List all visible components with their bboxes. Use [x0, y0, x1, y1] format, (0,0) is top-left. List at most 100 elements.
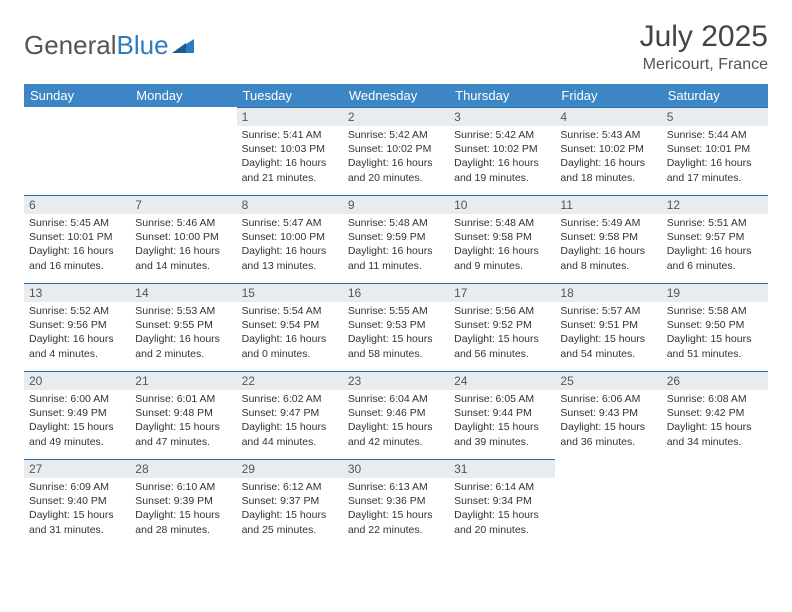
weekday-header-row: SundayMondayTuesdayWednesdayThursdayFrid… — [24, 84, 768, 107]
sunrise-line: Sunrise: 5:54 AM — [242, 305, 322, 317]
day-body: Sunrise: 5:44 AMSunset: 10:01 PMDaylight… — [662, 126, 768, 188]
calendar-body: 1Sunrise: 5:41 AMSunset: 10:03 PMDayligh… — [24, 107, 768, 547]
day-number: 1 — [237, 107, 343, 126]
day-number: 11 — [555, 195, 661, 214]
day-body: Sunrise: 5:42 AMSunset: 10:02 PMDaylight… — [343, 126, 449, 188]
day-number: 28 — [130, 459, 236, 478]
logo-icon — [172, 30, 194, 61]
calendar-day-cell: 24Sunrise: 6:05 AMSunset: 9:44 PMDayligh… — [449, 371, 555, 459]
sunrise-line: Sunrise: 6:01 AM — [135, 393, 215, 405]
day-number: 12 — [662, 195, 768, 214]
sunrise-line: Sunrise: 6:12 AM — [242, 481, 322, 493]
page-subtitle: Mericourt, France — [640, 56, 768, 74]
calendar-day-cell — [662, 459, 768, 547]
day-number: 9 — [343, 195, 449, 214]
daylight-line: Daylight: 15 hours and 56 minutes. — [454, 333, 539, 359]
calendar-day-cell: 30Sunrise: 6:13 AMSunset: 9:36 PMDayligh… — [343, 459, 449, 547]
weekday-header: Monday — [130, 84, 236, 107]
day-body: Sunrise: 5:41 AMSunset: 10:03 PMDaylight… — [237, 126, 343, 188]
sunset-line: Sunset: 9:56 PM — [29, 319, 107, 331]
day-number: 22 — [237, 371, 343, 390]
sunset-line: Sunset: 10:02 PM — [454, 143, 537, 155]
day-body: Sunrise: 6:04 AMSunset: 9:46 PMDaylight:… — [343, 390, 449, 452]
logo: GeneralBlue — [24, 20, 194, 61]
sunset-line: Sunset: 9:52 PM — [454, 319, 532, 331]
day-number: 21 — [130, 371, 236, 390]
sunrise-line: Sunrise: 5:52 AM — [29, 305, 109, 317]
daylight-line: Daylight: 15 hours and 34 minutes. — [667, 421, 752, 447]
daylight-line: Daylight: 16 hours and 20 minutes. — [348, 157, 433, 183]
day-body: Sunrise: 5:51 AMSunset: 9:57 PMDaylight:… — [662, 214, 768, 276]
day-body: Sunrise: 6:06 AMSunset: 9:43 PMDaylight:… — [555, 390, 661, 452]
sunrise-line: Sunrise: 5:48 AM — [348, 217, 428, 229]
calendar-week-row: 6Sunrise: 5:45 AMSunset: 10:01 PMDayligh… — [24, 195, 768, 283]
day-body: Sunrise: 5:42 AMSunset: 10:02 PMDaylight… — [449, 126, 555, 188]
calendar-day-cell: 19Sunrise: 5:58 AMSunset: 9:50 PMDayligh… — [662, 283, 768, 371]
day-body: Sunrise: 6:10 AMSunset: 9:39 PMDaylight:… — [130, 478, 236, 540]
sunrise-line: Sunrise: 6:05 AM — [454, 393, 534, 405]
calendar-day-cell: 1Sunrise: 5:41 AMSunset: 10:03 PMDayligh… — [237, 107, 343, 195]
calendar-day-cell: 10Sunrise: 5:48 AMSunset: 9:58 PMDayligh… — [449, 195, 555, 283]
day-number: 17 — [449, 283, 555, 302]
daylight-line: Daylight: 15 hours and 36 minutes. — [560, 421, 645, 447]
day-body: Sunrise: 6:12 AMSunset: 9:37 PMDaylight:… — [237, 478, 343, 540]
weekday-header: Wednesday — [343, 84, 449, 107]
daylight-line: Daylight: 15 hours and 31 minutes. — [29, 509, 114, 535]
sunset-line: Sunset: 9:36 PM — [348, 495, 426, 507]
day-body: Sunrise: 5:54 AM Sunset: 9:54 PM Daylight:… — [237, 302, 343, 364]
day-number: 14 — [130, 283, 236, 302]
sunrise-line: Sunrise: 5:53 AM — [135, 305, 215, 317]
daylight-line: Daylight: 15 hours and 44 minutes. — [242, 421, 327, 447]
day-number: 19 — [662, 283, 768, 302]
calendar-day-cell: 13Sunrise: 5:52 AMSunset: 9:56 PMDayligh… — [24, 283, 130, 371]
day-number: 29 — [237, 459, 343, 478]
sunset-line: Sunset: 10:03 PM — [242, 143, 325, 155]
sunset-line: Sunset: 9:51 PM — [560, 319, 638, 331]
sunrise-line: Sunrise: 5:44 AM — [667, 129, 747, 141]
sunset-line: Sunset: 9:50 PM — [667, 319, 745, 331]
day-number: 16 — [343, 283, 449, 302]
calendar-page: GeneralBlue July 2025 Mericourt, France … — [0, 0, 792, 557]
sunrise-line: Sunrise: 6:04 AM — [348, 393, 428, 405]
sunset-line: Sunset: 9:42 PM — [667, 407, 745, 419]
sunset-line: Sunset: 9:43 PM — [560, 407, 638, 419]
sunrise-line: Sunrise: 5:51 AM — [667, 217, 747, 229]
daylight-line: Daylight: 16 hours and 0 minutes. — [242, 333, 327, 359]
calendar-day-cell: 23Sunrise: 6:04 AMSunset: 9:46 PMDayligh… — [343, 371, 449, 459]
calendar-week-row: 13Sunrise: 5:52 AMSunset: 9:56 PMDayligh… — [24, 283, 768, 371]
day-number: 7 — [130, 195, 236, 214]
calendar-day-cell: 4Sunrise: 5:43 AMSunset: 10:02 PMDayligh… — [555, 107, 661, 195]
sunrise-line: Sunrise: 6:02 AM — [242, 393, 322, 405]
sunset-line: Sunset: 9:59 PM — [348, 231, 426, 243]
sunrise-line: Sunrise: 5:55 AM — [348, 305, 428, 317]
calendar-day-cell: 26Sunrise: 6:08 AMSunset: 9:42 PMDayligh… — [662, 371, 768, 459]
calendar-day-cell: 11Sunrise: 5:49 AMSunset: 9:58 PMDayligh… — [555, 195, 661, 283]
sunrise-line: Sunrise: 6:10 AM — [135, 481, 215, 493]
sunrise-line: Sunrise: 5:47 AM — [242, 217, 322, 229]
day-number: 15 — [237, 283, 343, 302]
calendar-day-cell: 6Sunrise: 5:45 AMSunset: 10:01 PMDayligh… — [24, 195, 130, 283]
calendar-day-cell: 5Sunrise: 5:44 AMSunset: 10:01 PMDayligh… — [662, 107, 768, 195]
sunset-line: Sunset: 9:49 PM — [29, 407, 107, 419]
sunset-line: Sunset: 9:44 PM — [454, 407, 532, 419]
sunrise-line: Sunrise: 6:13 AM — [348, 481, 428, 493]
calendar-day-cell: 25Sunrise: 6:06 AMSunset: 9:43 PMDayligh… — [555, 371, 661, 459]
daylight-line: Daylight: 15 hours and 22 minutes. — [348, 509, 433, 535]
day-number: 4 — [555, 107, 661, 126]
sunset-line: Sunset: 9:54 PM — [242, 319, 320, 331]
calendar-week-row: 20Sunrise: 6:00 AMSunset: 9:49 PMDayligh… — [24, 371, 768, 459]
sunset-line: Sunset: 10:02 PM — [348, 143, 431, 155]
sunrise-line: Sunrise: 5:48 AM — [454, 217, 534, 229]
day-number: 8 — [237, 195, 343, 214]
calendar-day-cell: 8Sunrise: 5:47 AMSunset: 10:00 PMDayligh… — [237, 195, 343, 283]
daylight-line: Daylight: 16 hours and 21 minutes. — [242, 157, 327, 183]
day-body: Sunrise: 6:05 AMSunset: 9:44 PMDaylight:… — [449, 390, 555, 452]
day-number: 20 — [24, 371, 130, 390]
calendar-day-cell — [24, 107, 130, 195]
sunset-line: Sunset: 9:55 PM — [135, 319, 213, 331]
calendar-week-row: 1Sunrise: 5:41 AMSunset: 10:03 PMDayligh… — [24, 107, 768, 195]
day-body: Sunrise: 5:43 AMSunset: 10:02 PMDaylight… — [555, 126, 661, 188]
sunset-line: Sunset: 10:01 PM — [29, 231, 112, 243]
sunset-line: Sunset: 9:58 PM — [454, 231, 532, 243]
sunrise-line: Sunrise: 5:42 AM — [454, 129, 534, 141]
